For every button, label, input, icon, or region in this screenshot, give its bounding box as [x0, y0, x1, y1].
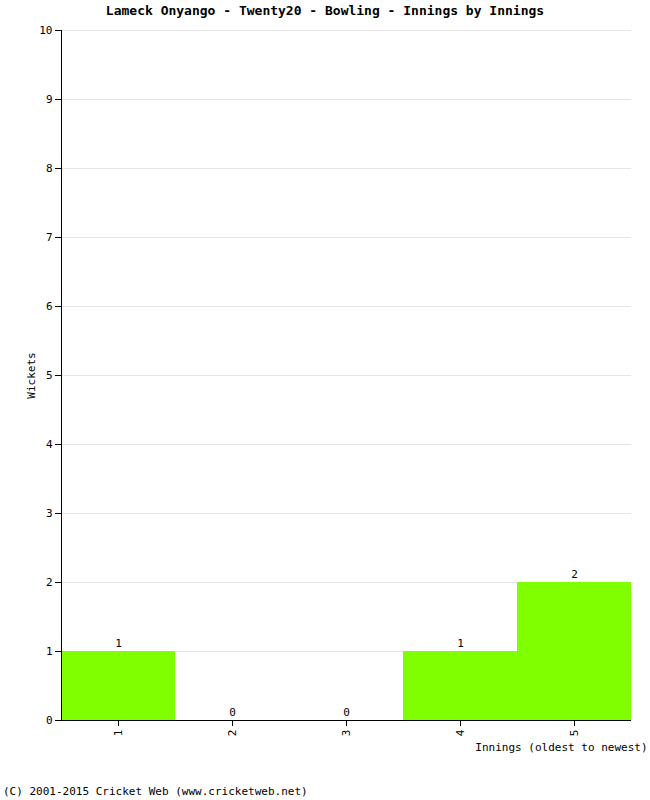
svg-text:2: 2 — [46, 576, 53, 589]
svg-text:1: 1 — [115, 637, 122, 650]
svg-text:8: 8 — [46, 162, 53, 175]
svg-text:1: 1 — [457, 637, 464, 650]
svg-text:Innings (oldest to newest): Innings (oldest to newest) — [475, 741, 647, 754]
svg-text:9: 9 — [46, 93, 53, 106]
svg-text:Wickets: Wickets — [25, 352, 38, 398]
svg-text:0: 0 — [46, 714, 53, 727]
svg-text:10: 10 — [39, 24, 52, 37]
svg-text:7: 7 — [46, 231, 53, 244]
svg-text:5: 5 — [46, 369, 53, 382]
svg-text:1: 1 — [46, 645, 53, 658]
svg-text:1: 1 — [112, 730, 125, 737]
svg-text:3: 3 — [340, 730, 353, 737]
svg-text:2: 2 — [571, 568, 578, 581]
html-text:Lameck Onyango - Twenty20 - Bo: Lameck Onyango - Twenty20 - Bowling - In… — [105, 3, 545, 18]
svg-text:4: 4 — [454, 729, 467, 736]
svg-text:0: 0 — [343, 706, 350, 719]
svg-text:4: 4 — [46, 438, 53, 451]
svg-text:2: 2 — [226, 730, 239, 737]
html-text:(C) 2001-2015 Cricket Web (www: (C) 2001-2015 Cricket Web (www.cricketwe… — [3, 785, 308, 798]
svg-text:3: 3 — [46, 507, 53, 520]
svg-text:6: 6 — [46, 300, 53, 313]
svg-text:0: 0 — [229, 706, 236, 719]
svg-text:5: 5 — [568, 730, 581, 737]
